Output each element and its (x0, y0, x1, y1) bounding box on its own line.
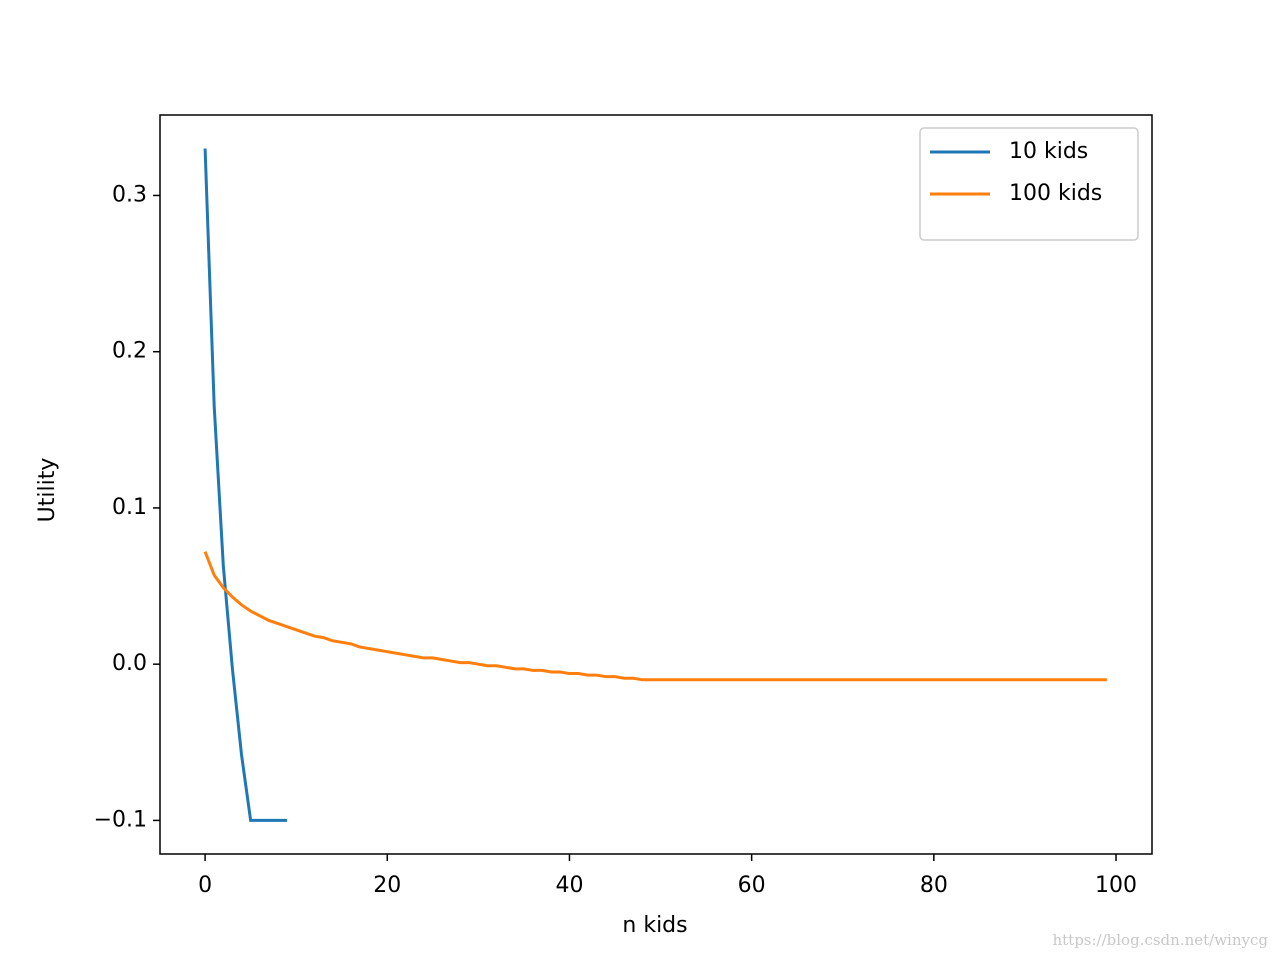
x-tick-label: 100 (1095, 873, 1137, 898)
plot-frame (159, 114, 1153, 855)
y-tick-label: −0.1 (94, 807, 147, 832)
y-tick-label: 0.2 (112, 339, 147, 364)
series-line (203, 148, 288, 822)
legend-box (919, 127, 1139, 241)
x-tick-label: 80 (920, 873, 948, 898)
x-tick-label: 40 (555, 873, 583, 898)
x-axis-label: n kids (622, 913, 687, 938)
x-tick-label: 60 (738, 873, 766, 898)
x-tick-label: 0 (198, 873, 212, 898)
y-tick-label: 0.0 (112, 651, 147, 676)
legend-label: 100 kids (1009, 181, 1102, 206)
y-tick-label: 0.1 (112, 495, 147, 520)
x-tick-label: 20 (373, 873, 401, 898)
y-tick-label: 0.3 (112, 182, 147, 207)
watermark: https://blog.csdn.net/winycg (1052, 931, 1268, 949)
y-axis-label: Utility (35, 458, 60, 523)
legend-label: 10 kids (1009, 139, 1088, 164)
series-line (203, 551, 1107, 682)
